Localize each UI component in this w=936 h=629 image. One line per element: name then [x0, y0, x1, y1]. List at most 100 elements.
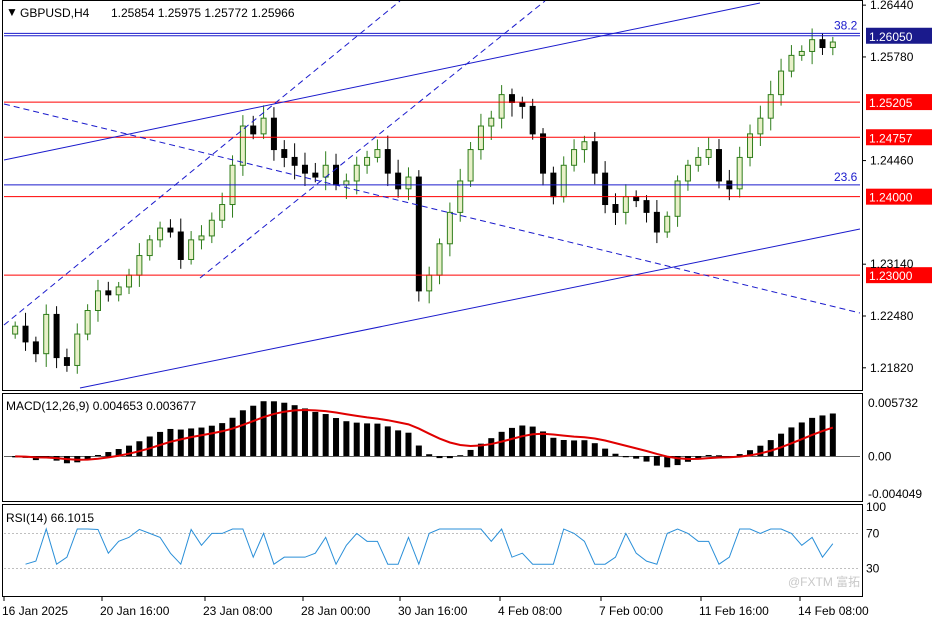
price-tick-label: 1.24460 [870, 154, 914, 168]
candle-body [684, 164, 691, 182]
macd-bar [136, 441, 143, 457]
candle-body [622, 196, 629, 213]
macd-bar [281, 402, 288, 457]
macd-bar [788, 427, 795, 457]
candle-body [115, 286, 122, 296]
macd-bar [239, 410, 246, 457]
candle-body [74, 333, 81, 366]
candle-body [43, 313, 50, 355]
candle-body [63, 357, 70, 366]
candle-body [22, 325, 29, 343]
triangle-down-icon[interactable]: ▼ [6, 5, 18, 19]
macd-bar [519, 425, 526, 457]
macd-bar [436, 456, 443, 459]
macd-bar [508, 427, 515, 457]
x-tick-label: 28 Jan 00:00 [301, 604, 371, 618]
candle-body [591, 141, 598, 174]
candle-body [84, 310, 91, 335]
x-tick-label: 4 Feb 08:00 [498, 604, 562, 618]
macd-bar [560, 439, 567, 457]
candle-body [146, 239, 153, 257]
trend-line-dashed [199, 0, 546, 279]
macd-bar [529, 426, 536, 457]
candle-body [498, 94, 505, 119]
macd-tick-label: 0.00 [868, 449, 892, 463]
price-level-tag [866, 267, 932, 284]
candle-body [281, 149, 288, 158]
macd-bar [105, 452, 112, 457]
macd-bar [674, 456, 681, 466]
macd-tick-label: 0.005732 [868, 396, 918, 410]
macd-bar [84, 456, 91, 460]
macd-bar [602, 448, 609, 457]
rsi-tick-label: 30 [866, 562, 880, 576]
price-tick-label: 1.25780 [870, 50, 914, 64]
candle-body [643, 200, 650, 213]
macd-bar [426, 454, 433, 457]
candle-body [374, 149, 381, 158]
candle-body [312, 172, 319, 178]
macd-bar [301, 408, 308, 457]
candle-body [508, 94, 515, 103]
macd-bar [146, 436, 153, 457]
macd-bar [581, 440, 588, 457]
macd-bar [333, 418, 340, 457]
macd-bar [550, 437, 557, 457]
candle-body [488, 117, 495, 127]
price-level-label: 1.24000 [869, 191, 913, 205]
candle-body [167, 227, 174, 233]
trend-line [79, 228, 861, 389]
price-level-label: 1.26050 [869, 30, 913, 44]
candle-body [177, 231, 184, 260]
macd-bar [467, 449, 474, 457]
chart-symbol: GBPUSD,H4 [20, 6, 90, 20]
candle-body [415, 176, 422, 292]
x-tick-label: 23 Jan 08:00 [203, 604, 273, 618]
x-tick-label: 30 Jan 16:00 [398, 604, 468, 618]
macd-tick-label: -0.004049 [868, 487, 922, 501]
macd-bar [695, 456, 702, 459]
candle-body [540, 133, 547, 174]
macd-bar [643, 456, 650, 462]
candle-body [426, 274, 433, 292]
candle-body [105, 290, 112, 296]
macd-bar [705, 454, 712, 457]
candle-body [788, 54, 795, 72]
candle-body [664, 215, 671, 233]
candle-body [157, 227, 164, 241]
macd-bar [353, 422, 360, 457]
candle-body [829, 41, 836, 49]
macd-bar [540, 431, 547, 457]
macd-bar [198, 427, 205, 457]
candle-body [467, 149, 474, 182]
macd-bar [498, 431, 505, 457]
x-tick-label: 20 Jan 16:00 [100, 604, 170, 618]
candle-body [705, 149, 712, 158]
macd-bar [405, 432, 412, 457]
candle-body [581, 141, 588, 151]
macd-bar [622, 456, 629, 458]
price-level-label: 1.24757 [869, 131, 913, 145]
candle-body [715, 149, 722, 182]
macd-bar [747, 450, 754, 457]
macd-bar [260, 401, 267, 457]
candle-body [809, 39, 816, 52]
candle-body [395, 172, 402, 190]
macd-bar [664, 456, 671, 468]
candle-body [674, 180, 681, 217]
candle-body [767, 94, 774, 119]
price-level-tag [866, 27, 932, 44]
macd-bar [384, 426, 391, 457]
macd-signal-line [15, 409, 834, 461]
candle-body [136, 255, 143, 276]
macd-bar [829, 413, 836, 457]
price-tick-label: 1.22480 [870, 309, 914, 323]
macd-bar [715, 455, 722, 457]
rsi-line [25, 527, 834, 566]
candle-body [198, 235, 205, 241]
macd-bar [446, 456, 453, 459]
macd-bar [736, 454, 743, 457]
trend-line-dashed [3, 103, 861, 314]
macd-bar [457, 455, 464, 457]
